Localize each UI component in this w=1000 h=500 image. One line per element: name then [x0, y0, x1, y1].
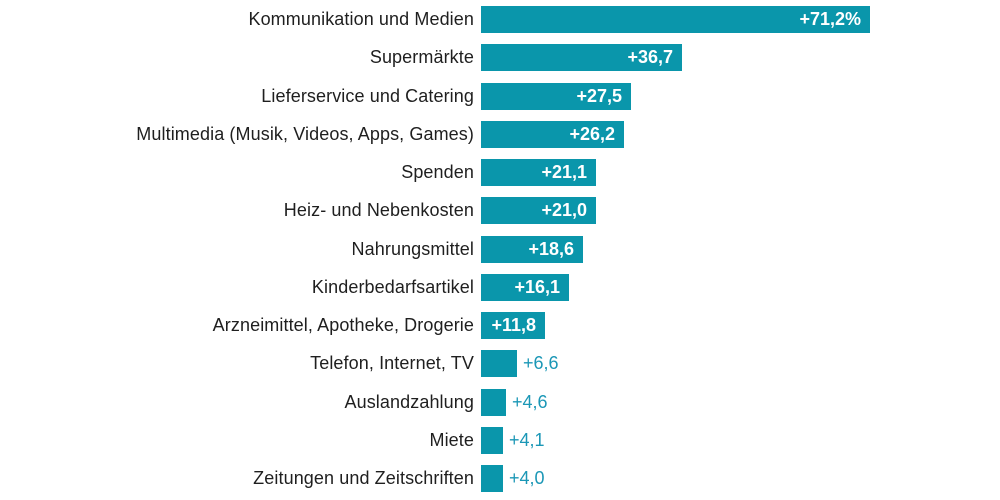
- bar: [481, 426, 503, 454]
- bar: +21,0: [481, 197, 596, 225]
- bar-row: Miete +4,1: [0, 426, 1000, 454]
- bar: [481, 350, 517, 378]
- bar: +21,1: [481, 159, 596, 186]
- bar-row: Heiz- und Nebenkosten +21,0: [0, 197, 1000, 225]
- value-label: +16,1: [514, 276, 560, 297]
- value-label: +4,0: [509, 468, 545, 488]
- category-label: Kommunikation und Medien: [248, 9, 474, 29]
- bar-row: Multimedia (Musik, Videos, Apps, Games) +…: [0, 120, 1000, 148]
- category-label: Lieferservice und Catering: [261, 85, 474, 106]
- category-label: Zeitungen und Zeitschriften: [253, 468, 474, 488]
- category-label: Telefon, Internet, TV: [310, 353, 474, 374]
- bar-row: Zeitungen und Zeitschriften +4,0: [0, 465, 1000, 492]
- value-label: +4,1: [509, 429, 545, 450]
- value-label: +71,2%: [799, 9, 861, 29]
- category-label: Nahrungsmittel: [351, 238, 474, 259]
- bar-track: +21,1: [481, 159, 1000, 186]
- category-label: Heiz- und Nebenkosten: [283, 200, 474, 221]
- bar-track: +21,0: [481, 197, 1000, 225]
- bar-track: +4,6: [481, 388, 1000, 416]
- category-label: Supermärkte: [369, 47, 474, 68]
- bar-row: Kommunikation und Medien +71,2%: [0, 6, 1000, 33]
- bar-track: +27,5: [481, 82, 1000, 110]
- bar-row: Supermärkte +36,7: [0, 44, 1000, 72]
- bar-row: Arzneimittel, Apotheke, Drogerie +11,8: [0, 312, 1000, 339]
- category-label: Spenden: [401, 162, 474, 182]
- category-label: Arzneimittel, Apotheke, Drogerie: [212, 315, 474, 335]
- value-label: +21,1: [541, 162, 587, 182]
- value-label: +21,0: [541, 200, 587, 221]
- bar-track: +36,7: [481, 44, 1000, 72]
- value-label: +6,6: [523, 353, 559, 374]
- bar: +27,5: [481, 82, 631, 110]
- bar-track: +18,6: [481, 235, 1000, 263]
- bar-track: +11,8: [481, 312, 1000, 339]
- bar-row: Telefon, Internet, TV +6,6: [0, 350, 1000, 378]
- bar: +18,6: [481, 235, 583, 263]
- bar: [481, 388, 506, 416]
- category-label: Kinderbedarfsartikel: [311, 276, 474, 297]
- bar-track: +26,2: [481, 120, 1000, 148]
- value-label: +36,7: [627, 47, 673, 68]
- value-label: +18,6: [528, 238, 574, 259]
- category-label: Miete: [429, 429, 474, 450]
- bar-row: Auslandzahlung +4,6: [0, 388, 1000, 416]
- bar-track: +4,0: [481, 465, 1000, 492]
- bar: +71,2%: [481, 6, 870, 33]
- value-label: +4,6: [512, 391, 548, 412]
- bar-row: Nahrungsmittel +18,6: [0, 235, 1000, 263]
- category-label: Multimedia (Musik, Videos, Apps, Games): [136, 123, 474, 144]
- bar-track: +71,2%: [481, 6, 1000, 33]
- bar-track: +4,1: [481, 426, 1000, 454]
- bar: +36,7: [481, 44, 682, 72]
- value-label: +27,5: [576, 85, 622, 106]
- bar-row: Spenden +21,1: [0, 159, 1000, 186]
- bar-row: Lieferservice und Catering +27,5: [0, 82, 1000, 110]
- bar-row: Kinderbedarfsartikel +16,1: [0, 273, 1000, 301]
- bar-track: +6,6: [481, 350, 1000, 378]
- bar: +16,1: [481, 273, 569, 301]
- bar-track: +16,1: [481, 273, 1000, 301]
- bar: +11,8: [481, 312, 545, 339]
- category-label: Auslandzahlung: [344, 391, 474, 412]
- value-label: +26,2: [569, 123, 615, 144]
- value-label: +11,8: [491, 315, 536, 335]
- bar: [481, 465, 503, 492]
- bar: +26,2: [481, 120, 624, 148]
